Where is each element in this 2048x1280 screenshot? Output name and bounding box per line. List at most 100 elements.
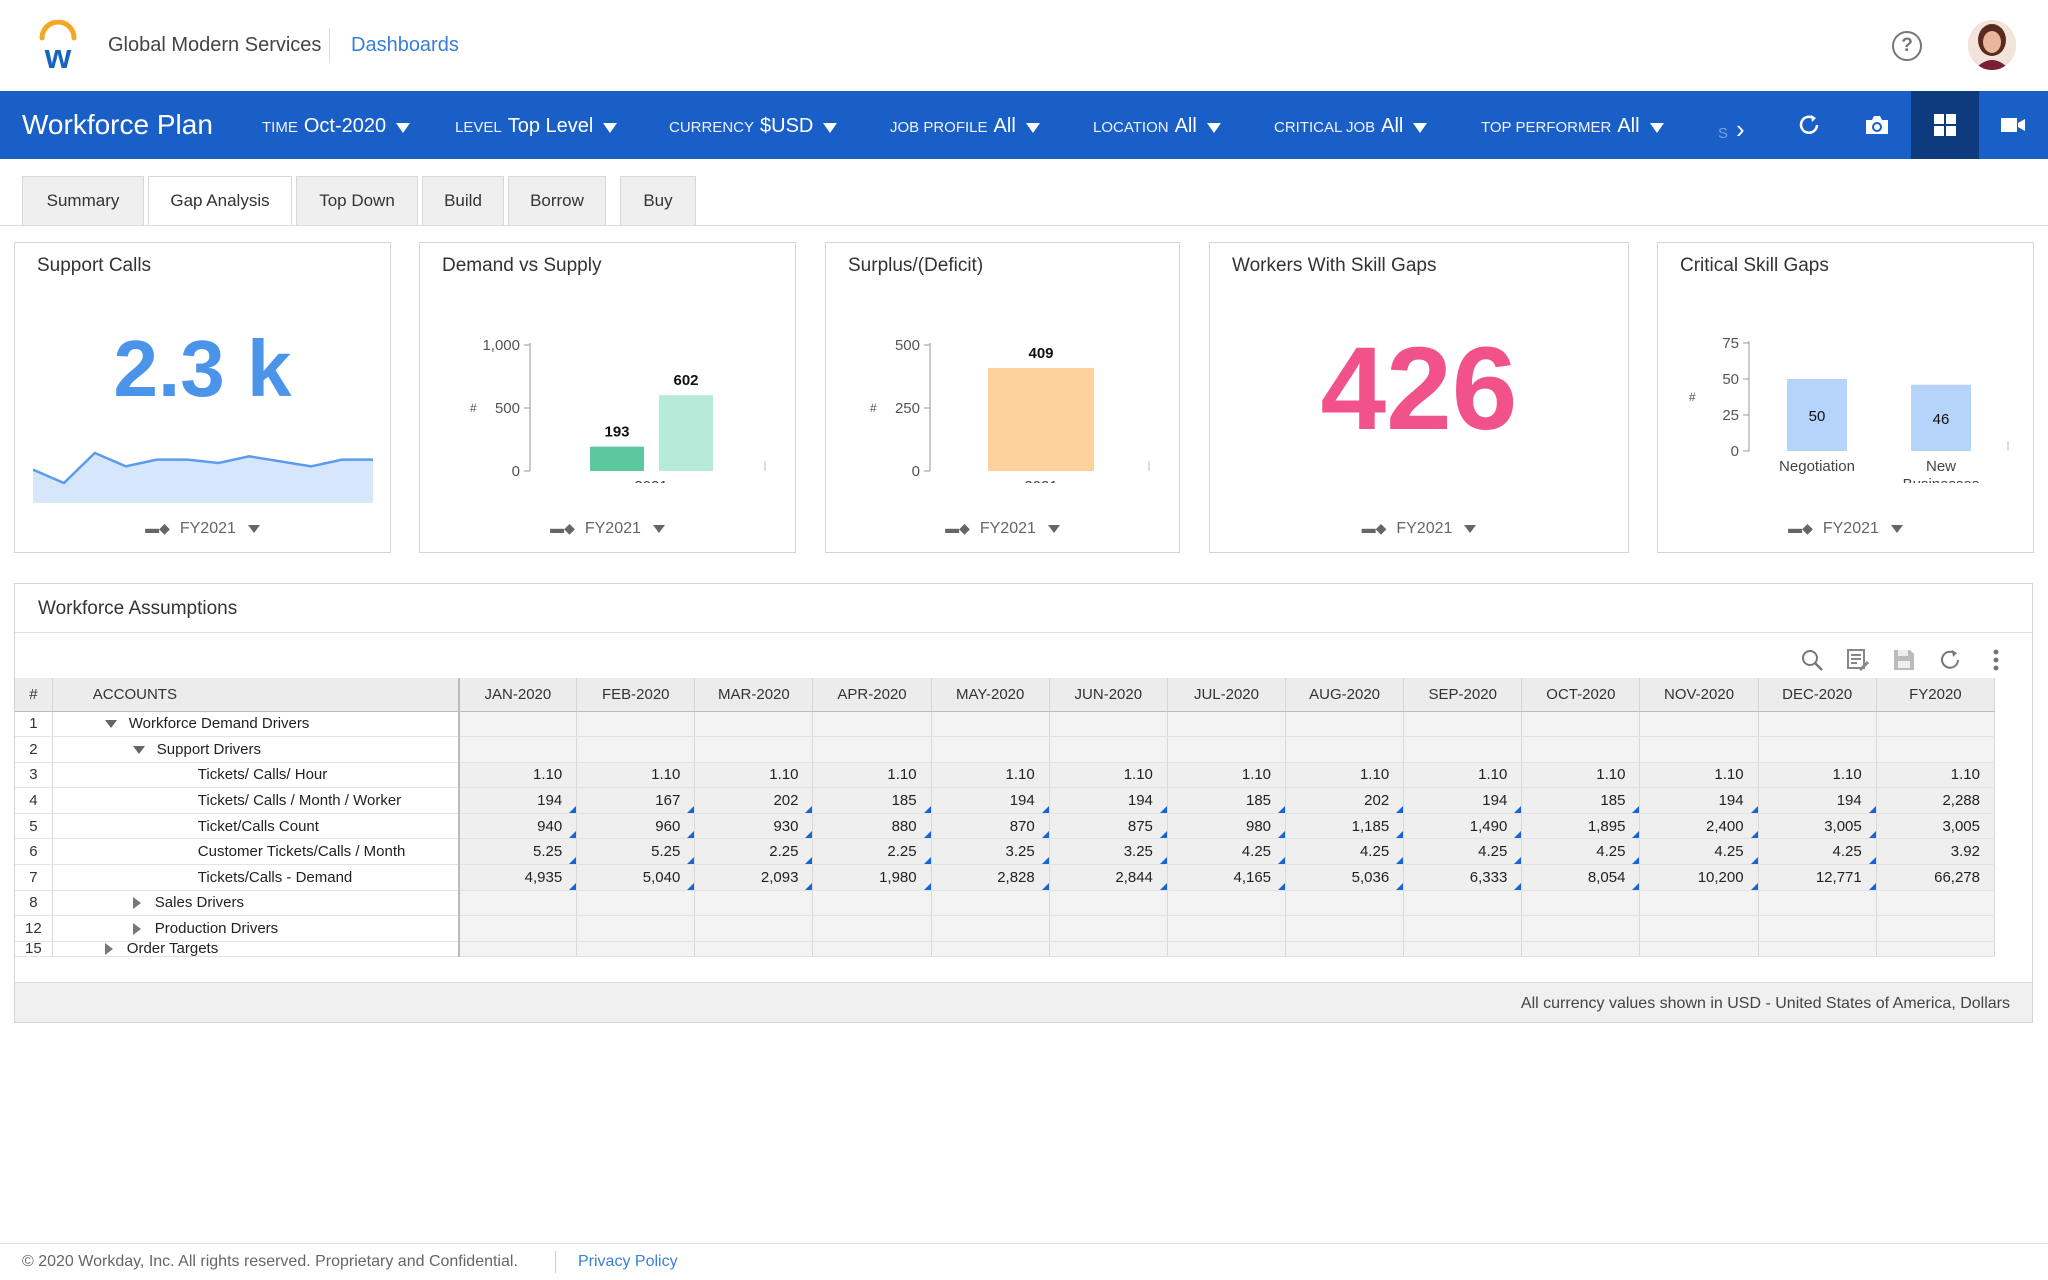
- value-cell[interactable]: [576, 941, 696, 957]
- period-selector[interactable]: ▬◆ FY2021: [420, 520, 795, 538]
- value-cell[interactable]: 194: [1403, 787, 1523, 814]
- value-cell[interactable]: 3.25: [1049, 838, 1168, 866]
- value-cell[interactable]: [1876, 890, 1996, 917]
- value-cell[interactable]: [1403, 941, 1523, 957]
- value-cell[interactable]: [1876, 941, 1996, 957]
- value-cell[interactable]: [458, 890, 578, 917]
- value-cell[interactable]: 1.10: [1049, 762, 1168, 789]
- tab-buy[interactable]: Buy: [620, 176, 696, 226]
- column-header-month[interactable]: OCT-2020: [1521, 678, 1641, 712]
- value-cell[interactable]: [576, 711, 696, 738]
- account-cell[interactable]: Tickets/Calls - Demand: [52, 864, 460, 891]
- workday-logo-icon[interactable]: w: [36, 20, 80, 72]
- value-cell[interactable]: 1.10: [1639, 762, 1759, 789]
- value-cell[interactable]: 2,828: [931, 864, 1050, 891]
- expand-icon[interactable]: [132, 923, 141, 936]
- value-cell[interactable]: [1285, 736, 1405, 763]
- account-cell[interactable]: Production Drivers: [52, 915, 460, 942]
- value-cell[interactable]: [458, 711, 578, 738]
- value-cell[interactable]: [458, 915, 578, 942]
- account-cell[interactable]: Tickets/ Calls/ Hour: [52, 762, 460, 789]
- value-cell[interactable]: [1639, 941, 1759, 957]
- filter-location[interactable]: LOCATION All: [1093, 115, 1221, 138]
- value-cell[interactable]: 3.25: [931, 838, 1050, 866]
- search-button[interactable]: [1796, 644, 1828, 676]
- column-header-month[interactable]: MAR-2020: [694, 678, 814, 712]
- value-cell[interactable]: 1.10: [1521, 762, 1641, 789]
- value-cell[interactable]: [931, 890, 1050, 917]
- value-cell[interactable]: 194: [1758, 787, 1877, 814]
- value-cell[interactable]: [1285, 890, 1405, 917]
- value-cell[interactable]: 12,771: [1758, 864, 1877, 891]
- value-cell[interactable]: [1167, 941, 1287, 957]
- period-selector[interactable]: ▬◆ FY2021: [15, 520, 390, 538]
- value-cell[interactable]: [1639, 711, 1759, 738]
- value-cell[interactable]: [1403, 736, 1523, 763]
- column-header-month[interactable]: DEC-2020: [1758, 678, 1877, 712]
- value-cell[interactable]: [1876, 711, 1996, 738]
- value-cell[interactable]: [812, 736, 932, 763]
- account-cell[interactable]: Ticket/Calls Count: [52, 813, 460, 840]
- value-cell[interactable]: 4.25: [1285, 838, 1405, 866]
- value-cell[interactable]: 2,844: [1049, 864, 1168, 891]
- privacy-policy-link[interactable]: Privacy Policy: [578, 1253, 678, 1270]
- bar[interactable]: [1911, 384, 1971, 451]
- value-cell[interactable]: [1403, 890, 1523, 917]
- value-cell[interactable]: [694, 915, 814, 942]
- value-cell[interactable]: 185: [1521, 787, 1641, 814]
- value-cell[interactable]: 930: [694, 813, 814, 840]
- value-cell[interactable]: 2,400: [1639, 813, 1759, 840]
- value-cell[interactable]: 1.10: [812, 762, 932, 789]
- value-cell[interactable]: 1,895: [1521, 813, 1641, 840]
- column-header-month[interactable]: FEB-2020: [576, 678, 696, 712]
- value-cell[interactable]: [1521, 915, 1641, 942]
- value-cell[interactable]: 940: [458, 813, 578, 840]
- value-cell[interactable]: 1.10: [1758, 762, 1877, 789]
- value-cell[interactable]: 202: [694, 787, 814, 814]
- column-header-index[interactable]: #: [15, 678, 53, 712]
- value-cell[interactable]: 870: [931, 813, 1050, 840]
- value-cell[interactable]: [1285, 915, 1405, 942]
- value-cell[interactable]: [694, 941, 814, 957]
- value-cell[interactable]: 2,288: [1876, 787, 1996, 814]
- value-cell[interactable]: [1049, 915, 1168, 942]
- filter-level[interactable]: LEVEL Top Level: [455, 115, 618, 138]
- save-button[interactable]: [1888, 644, 1920, 676]
- column-header-month[interactable]: JAN-2020: [458, 678, 578, 712]
- avatar[interactable]: [1968, 20, 2016, 70]
- value-cell[interactable]: 66,278: [1876, 864, 1996, 891]
- value-cell[interactable]: 194: [1639, 787, 1759, 814]
- value-cell[interactable]: 4.25: [1167, 838, 1287, 866]
- value-cell[interactable]: [1639, 890, 1759, 917]
- value-cell[interactable]: 6,333: [1403, 864, 1523, 891]
- value-cell[interactable]: 1.10: [1403, 762, 1523, 789]
- column-header-month[interactable]: JUN-2020: [1049, 678, 1168, 712]
- value-cell[interactable]: [694, 736, 814, 763]
- value-cell[interactable]: 5.25: [576, 838, 696, 866]
- value-cell[interactable]: [1167, 915, 1287, 942]
- value-cell[interactable]: [1758, 711, 1877, 738]
- period-selector[interactable]: ▬◆ FY2021: [1658, 520, 2033, 538]
- account-cell[interactable]: Customer Tickets/Calls / Month: [52, 838, 460, 866]
- value-cell[interactable]: 8,054: [1521, 864, 1641, 891]
- value-cell[interactable]: [1758, 736, 1877, 763]
- filter-scroll-right[interactable]: S ›: [1718, 114, 1745, 145]
- value-cell[interactable]: 5,036: [1285, 864, 1405, 891]
- value-cell[interactable]: [576, 736, 696, 763]
- value-cell[interactable]: [458, 941, 578, 957]
- value-cell[interactable]: [1403, 915, 1523, 942]
- tab-borrow[interactable]: Borrow: [508, 176, 606, 226]
- value-cell[interactable]: [1521, 941, 1641, 957]
- tab-summary[interactable]: Summary: [22, 176, 144, 226]
- column-header-accounts[interactable]: ACCOUNTS: [52, 678, 460, 712]
- reload-button[interactable]: [1934, 644, 1966, 676]
- value-cell[interactable]: [1285, 711, 1405, 738]
- grid-view-button[interactable]: [1911, 91, 1979, 159]
- value-cell[interactable]: 185: [812, 787, 932, 814]
- expand-icon[interactable]: [132, 897, 141, 910]
- account-cell[interactable]: Sales Drivers: [52, 890, 460, 917]
- filter-time[interactable]: TIME Oct-2020: [262, 115, 411, 138]
- value-cell[interactable]: 2.25: [694, 838, 814, 866]
- help-icon[interactable]: ?: [1892, 31, 1922, 61]
- value-cell[interactable]: [931, 736, 1050, 763]
